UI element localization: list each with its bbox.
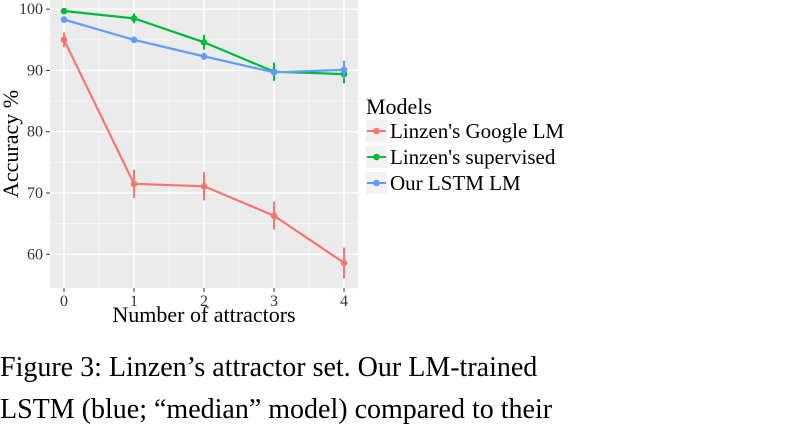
legend-label: Our LSTM LM xyxy=(390,171,521,195)
series-layer xyxy=(60,7,348,279)
legend-title: Models xyxy=(366,94,432,119)
chart: 60 70 80 90 100 0 1 2 3 4 Number of attractors A… xyxy=(0,0,564,327)
data-point xyxy=(200,38,208,46)
data-point xyxy=(270,212,278,219)
x-tick-label: 0 xyxy=(60,293,68,310)
legend-key-point xyxy=(373,153,380,161)
data-point xyxy=(60,7,68,15)
legend-key-point xyxy=(373,179,380,187)
y-tick-label: 80 xyxy=(27,124,43,141)
y-tick-label: 60 xyxy=(27,246,43,263)
x-tick-label: 1 xyxy=(130,293,138,310)
y-tick-label: 90 xyxy=(27,62,43,79)
data-point xyxy=(270,69,278,76)
data-point xyxy=(60,16,68,23)
figure-caption-line-1: Figure 3: Linzen’s attractor set. Our LM… xyxy=(0,352,538,383)
x-tick-label: 4 xyxy=(340,293,348,310)
data-point xyxy=(200,53,208,60)
y-axis-title: Accuracy % xyxy=(0,90,23,198)
data-point xyxy=(340,66,348,74)
figure-caption-line-2: LSTM (blue; “median” model) compared to … xyxy=(0,394,553,425)
x-tick-label: 3 xyxy=(270,293,278,310)
data-point xyxy=(130,15,138,22)
data-point xyxy=(130,36,138,44)
data-point xyxy=(130,180,138,188)
y-tick-label: 100 xyxy=(19,1,43,18)
legend-label: Linzen's Google LM xyxy=(390,119,564,143)
series-2 xyxy=(60,16,348,80)
legend-label: Linzen's supervised xyxy=(390,145,556,169)
data-point xyxy=(200,182,208,190)
y-axis: 60 70 80 90 100 xyxy=(19,1,50,263)
x-axis: 0 1 2 3 4 xyxy=(60,288,348,310)
legend-key-point xyxy=(373,127,380,135)
data-point xyxy=(60,36,68,44)
y-tick-label: 70 xyxy=(27,185,43,202)
series-0 xyxy=(60,32,348,279)
x-axis-title: Number of attractors xyxy=(112,302,295,327)
x-tick-label: 2 xyxy=(200,293,208,310)
data-point xyxy=(340,259,348,267)
